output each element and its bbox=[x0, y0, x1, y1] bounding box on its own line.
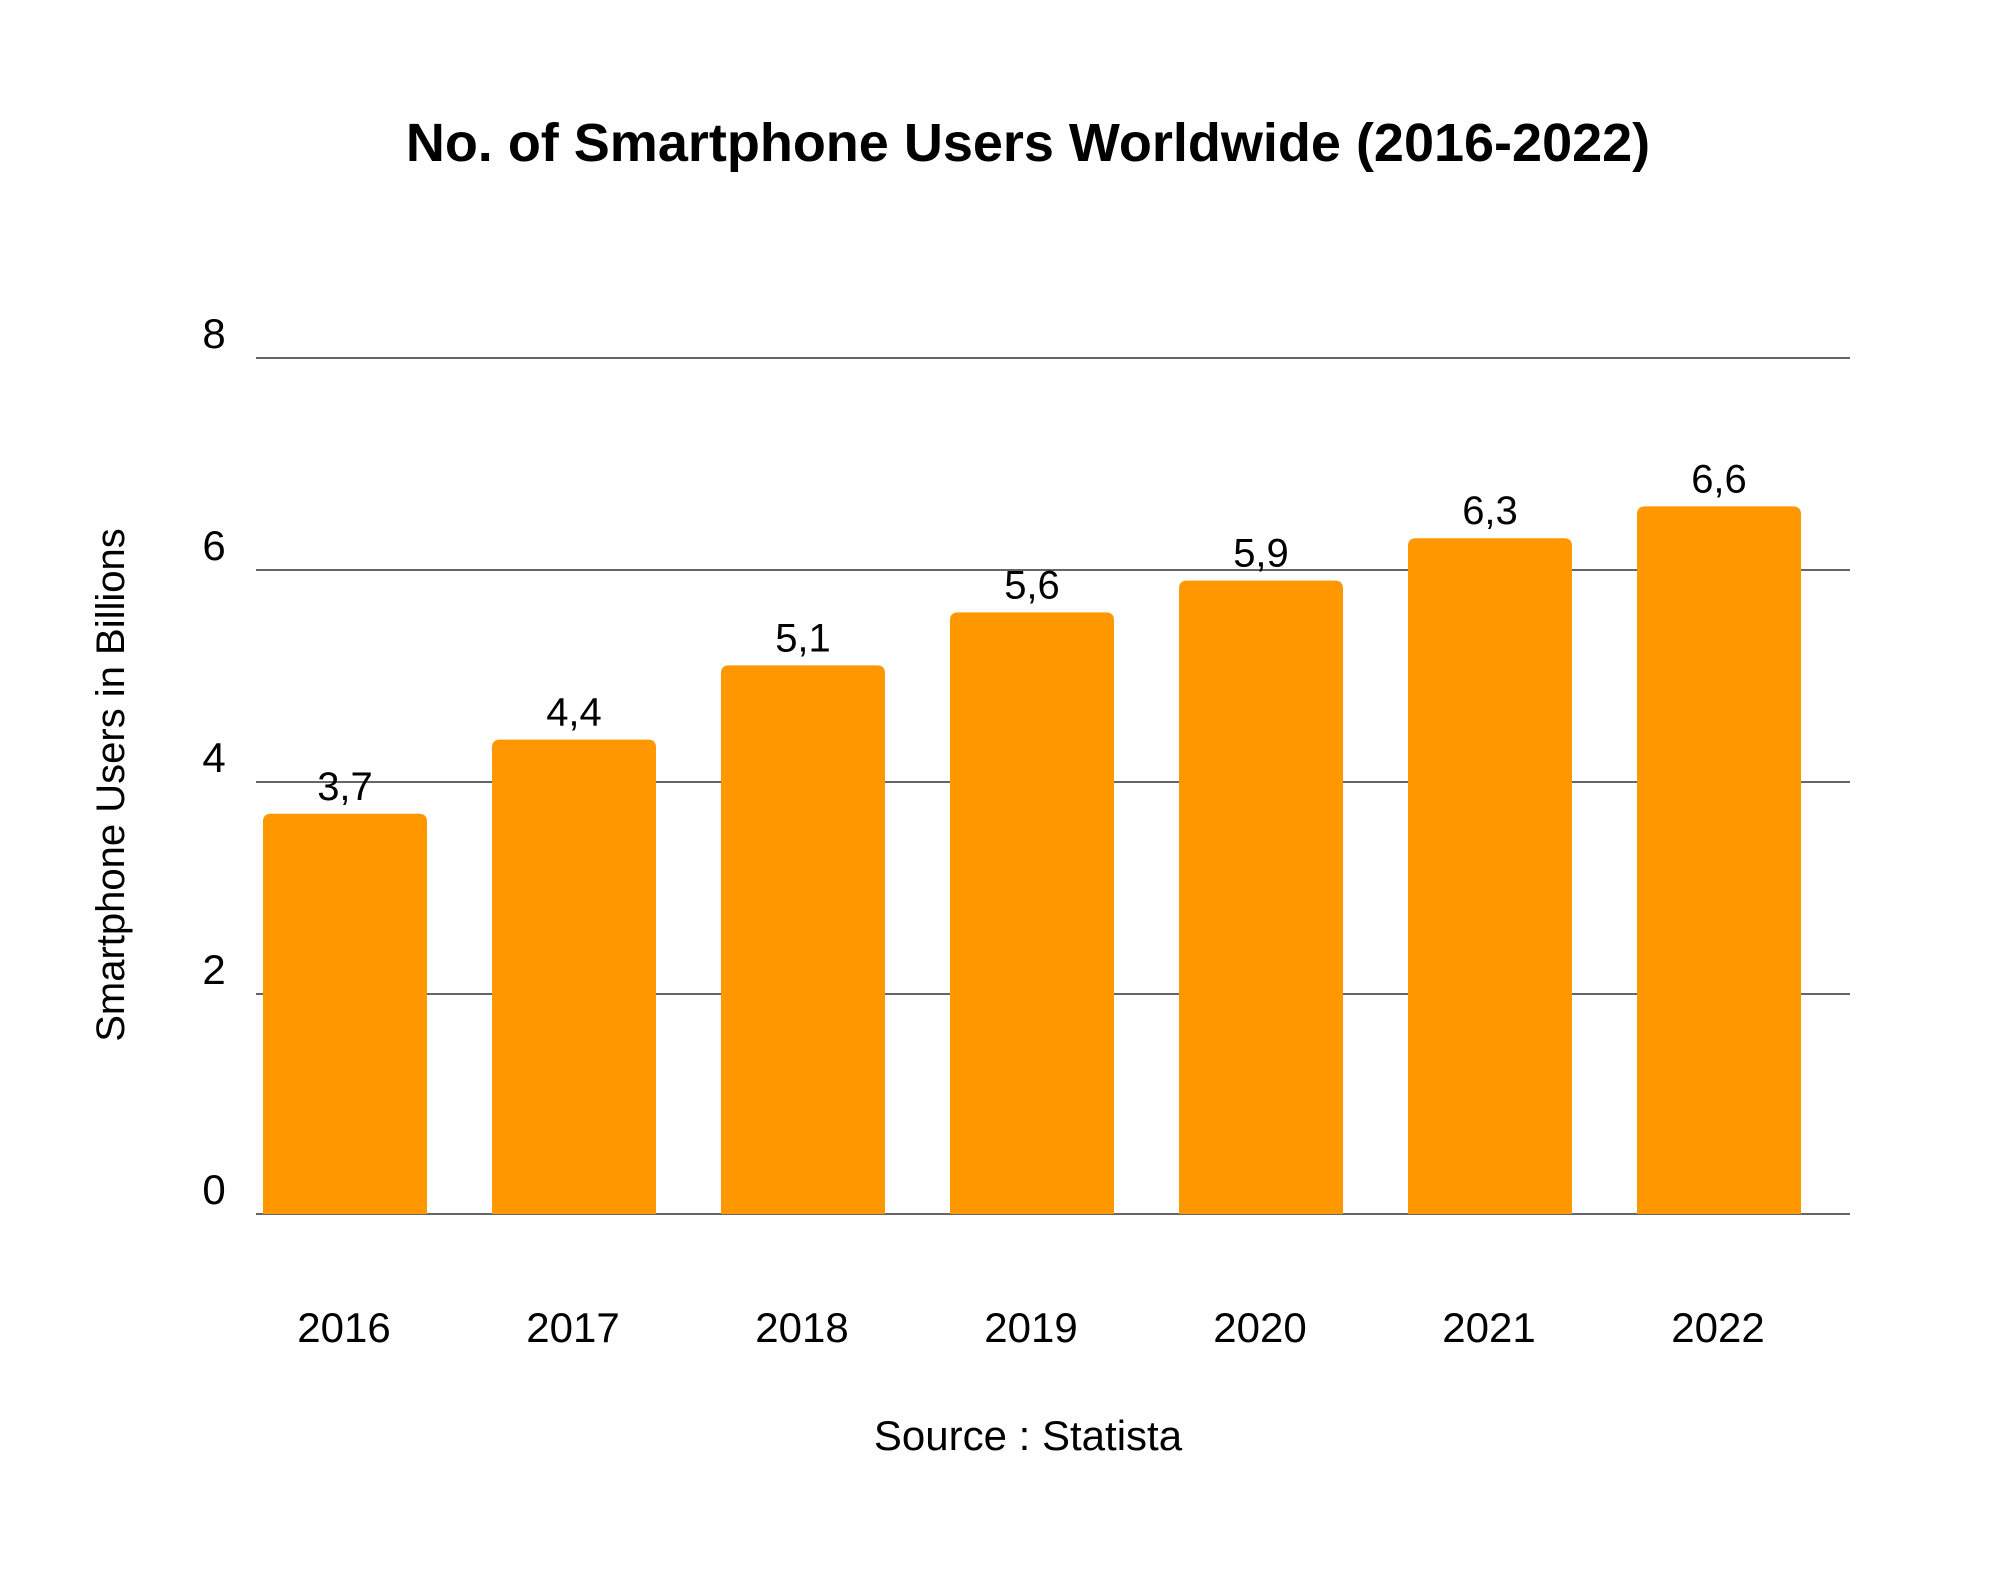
y-tick-label: 0 bbox=[202, 1166, 225, 1213]
x-tick-label: 2016 bbox=[297, 1304, 390, 1351]
value-label: 5,6 bbox=[1004, 563, 1060, 607]
bar-2021 bbox=[1408, 538, 1572, 1214]
y-tick-label: 6 bbox=[202, 522, 225, 569]
value-label: 6,6 bbox=[1691, 457, 1747, 501]
bar-2017 bbox=[492, 739, 656, 1214]
x-tick-label: 2020 bbox=[1213, 1304, 1306, 1351]
y-tick-label: 4 bbox=[202, 734, 225, 781]
x-axis-ticks: 2016 2017 2018 2019 2020 2021 2022 bbox=[297, 1304, 1764, 1351]
y-tick-label: 8 bbox=[202, 310, 225, 357]
x-tick-label: 2017 bbox=[526, 1304, 619, 1351]
x-tick-label: 2018 bbox=[755, 1304, 848, 1351]
x-tick-label: 2022 bbox=[1671, 1304, 1764, 1351]
x-tick-label: 2019 bbox=[984, 1304, 1077, 1351]
value-label: 4,4 bbox=[546, 691, 602, 735]
x-tick-label: 2021 bbox=[1442, 1304, 1535, 1351]
value-labels: 3,7 4,4 5,1 5,6 5,9 6,3 6,6 bbox=[317, 457, 1747, 808]
bar-2019 bbox=[950, 612, 1114, 1214]
bar-2020 bbox=[1179, 580, 1343, 1214]
y-axis-ticks: 0 2 4 6 8 bbox=[202, 310, 225, 1213]
y-axis-label: Smartphone Users in Billions bbox=[89, 528, 133, 1042]
value-label: 5,1 bbox=[775, 616, 831, 660]
value-label: 3,7 bbox=[317, 765, 373, 809]
bars bbox=[263, 506, 1801, 1214]
chart-title: No. of Smartphone Users Worldwide (2016-… bbox=[406, 113, 1650, 173]
bar-2016 bbox=[263, 813, 427, 1214]
source-note: Source : Statista bbox=[874, 1412, 1183, 1459]
value-label: 5,9 bbox=[1233, 532, 1289, 576]
value-label: 6,3 bbox=[1462, 489, 1518, 533]
bar-2018 bbox=[721, 665, 885, 1214]
y-tick-label: 2 bbox=[202, 946, 225, 993]
bar-2022 bbox=[1637, 506, 1801, 1214]
